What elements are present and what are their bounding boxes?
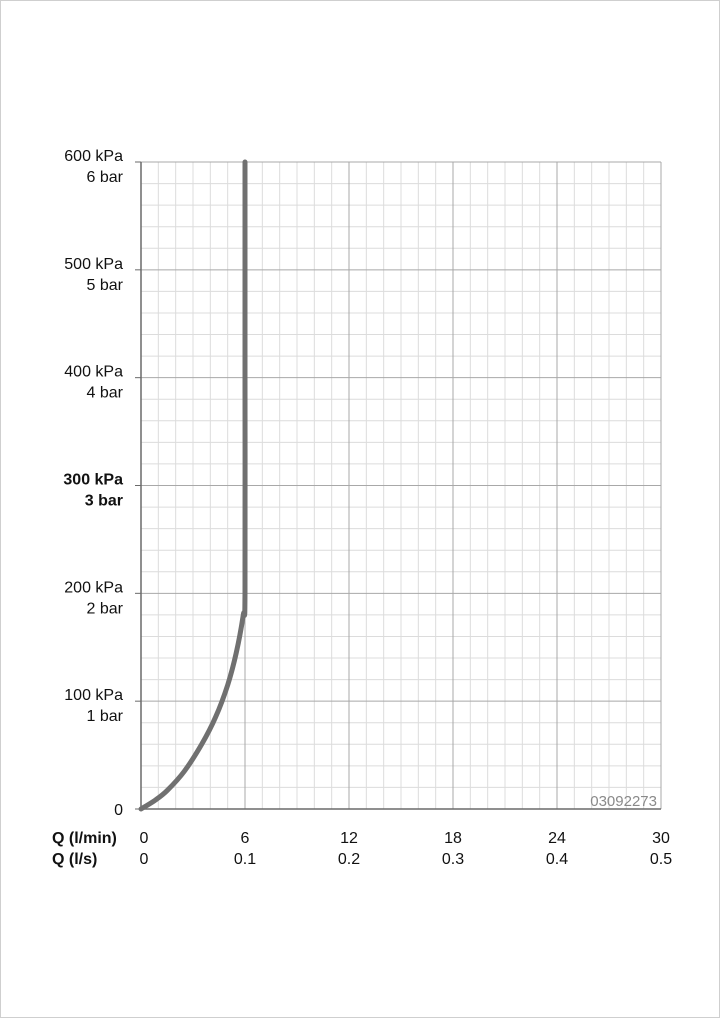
x-tick-label-lmin: 0 xyxy=(140,830,149,847)
y-tick-label-bar: 1 bar xyxy=(87,708,124,725)
x-tick-label-lmin: 24 xyxy=(548,830,566,847)
x-tick-label-lmin: 18 xyxy=(444,830,462,847)
y-tick-label-bar: 5 bar xyxy=(87,277,124,294)
y-tick-label-kpa: 300 kPa xyxy=(63,472,123,489)
series-line xyxy=(138,159,248,812)
series-group xyxy=(138,159,248,812)
y-tick-label-kpa: 100 kPa xyxy=(64,687,123,704)
x-tick-label-ls: 0.5 xyxy=(650,851,672,868)
x-tick-label-ls: 0 xyxy=(140,851,149,868)
y-tick-labels: 600 kPa 6 bar 500 kPa 5 bar 400 kPa 4 bar 300 … xyxy=(63,148,123,819)
x-tick-label-ls: 0.1 xyxy=(234,851,256,868)
x-tick-label-ls: 0.3 xyxy=(442,851,464,868)
y-tick-label-kpa: 200 kPa xyxy=(64,579,123,596)
x-tick-label-lmin: 12 xyxy=(340,830,358,847)
x-tick-label-ls: 0.4 xyxy=(546,851,568,868)
y-tick-label-kpa: 600 kPa xyxy=(64,148,123,165)
y-tick-label-kpa: 500 kPa xyxy=(64,256,123,273)
y-tick-label-bar: 6 bar xyxy=(87,169,124,186)
y-tick-label-bar: 3 bar xyxy=(85,493,123,510)
x-tick-label-ls: 0.2 xyxy=(338,851,360,868)
x-tick-label-lmin: 30 xyxy=(652,830,670,847)
drawing-code: 03092273 xyxy=(590,793,657,810)
y-tick-label-zero: 0 xyxy=(114,802,123,819)
x-tick-label-lmin: 6 xyxy=(241,830,250,847)
y-tick-label-bar: 2 bar xyxy=(87,600,124,617)
x-axis-label-lmin: Q (l/min) xyxy=(52,830,117,847)
y-tick-label-kpa: 400 kPa xyxy=(64,364,123,381)
x-tick-labels: 0 0 6 0.1 12 0.2 18 0.3 24 0.4 30 0.5 xyxy=(140,830,673,868)
y-tick-label-bar: 4 bar xyxy=(87,385,124,402)
x-axis-label-ls: Q (l/s) xyxy=(52,851,97,868)
